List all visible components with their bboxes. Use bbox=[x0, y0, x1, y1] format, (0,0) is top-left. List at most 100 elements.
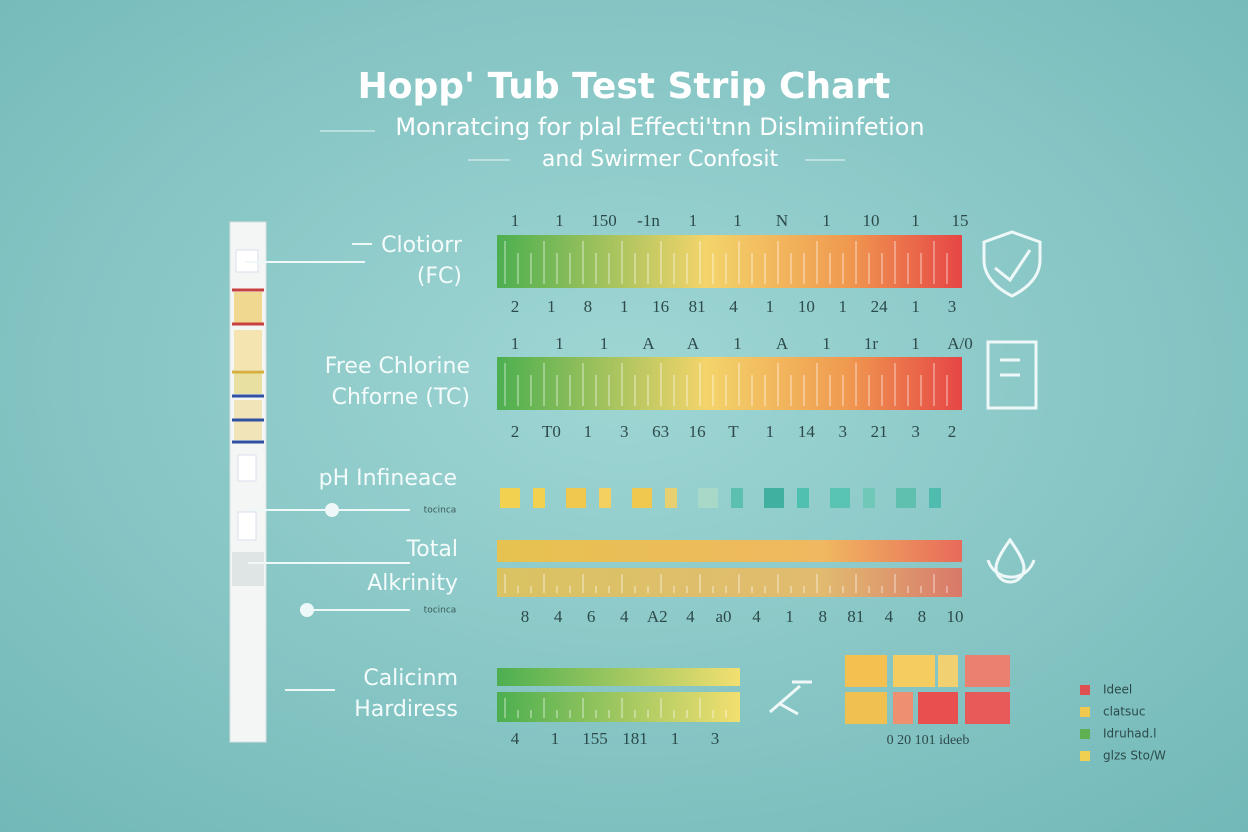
legend-swatch bbox=[1080, 707, 1090, 717]
scale-label: 1 bbox=[689, 211, 698, 230]
row-label: Alkrinity bbox=[367, 571, 458, 596]
icons bbox=[769, 230, 1042, 716]
ph-segment bbox=[566, 488, 586, 508]
scale-label: 6 bbox=[587, 607, 596, 626]
scale-label: 16 bbox=[652, 297, 669, 316]
scale-label: 1r bbox=[864, 334, 879, 353]
scale-label: 1 bbox=[555, 334, 564, 353]
color-squares bbox=[845, 655, 1010, 724]
row-label: pH Infineace bbox=[319, 466, 457, 491]
scale-label: 1 bbox=[911, 334, 920, 353]
row-label: Calicinm bbox=[363, 666, 458, 691]
scale-label: A bbox=[776, 334, 789, 353]
scale-label: 155 bbox=[582, 729, 608, 748]
legend-swatch bbox=[1080, 751, 1090, 761]
ph-segment bbox=[896, 488, 916, 508]
scale-label: 1 bbox=[547, 297, 556, 316]
note: tocinca bbox=[424, 506, 457, 516]
scale-label: 1 bbox=[551, 729, 560, 748]
scale-label: 8 bbox=[521, 607, 530, 626]
scale-label: 16 bbox=[689, 422, 706, 441]
scale-label: 1 bbox=[733, 211, 742, 230]
scale-label: 10 bbox=[863, 211, 880, 230]
note: tocinca bbox=[424, 606, 457, 616]
scale-label: 4 bbox=[729, 297, 738, 316]
scale-label: 8 bbox=[918, 607, 927, 626]
side-scale: 0 20 101 ideeb bbox=[887, 733, 970, 748]
legend-label: Ideel bbox=[1103, 683, 1132, 697]
scale-label: T bbox=[728, 422, 739, 441]
labels: Clotiorr(FC)1 1 150 -1n 1 1 N 1 10 1 152 1 8 1 16 81 4 1 1… bbox=[319, 211, 973, 748]
scale-label: 63 bbox=[652, 422, 669, 441]
scale-label: 1 bbox=[600, 334, 609, 353]
scale-label: 4 bbox=[686, 607, 695, 626]
ph-segment bbox=[599, 488, 611, 508]
scale-label: 1 bbox=[766, 297, 775, 316]
scale-label: 3 bbox=[711, 729, 720, 748]
ph-segment bbox=[764, 488, 784, 508]
ph-segment bbox=[797, 488, 809, 508]
scale-label: 1 bbox=[785, 607, 794, 626]
ph-segment bbox=[500, 488, 520, 508]
scale-label: 14 bbox=[798, 422, 816, 441]
scale-label: 2 bbox=[511, 422, 520, 441]
scale-label: 1 bbox=[671, 729, 680, 748]
scale-label: 4 bbox=[885, 607, 894, 626]
scale-label: 2 bbox=[511, 297, 520, 316]
row-label: Free Chlorine bbox=[325, 354, 470, 379]
subtitle: and Swirmer Confosit bbox=[542, 147, 779, 172]
scale-label: 181 bbox=[622, 729, 648, 748]
scale-label: 4 bbox=[620, 607, 629, 626]
scale-label: -1n bbox=[637, 211, 660, 230]
title: Hopp' Tub Test Strip Chart bbox=[358, 66, 891, 107]
ph-segment bbox=[632, 488, 652, 508]
legend: Ideel clatsuc Idruhad.l glzs Sto/W bbox=[1080, 683, 1166, 763]
scale-label: 21 bbox=[871, 422, 888, 441]
row-label: Clotiorr bbox=[381, 233, 463, 258]
scale-label: 8 bbox=[584, 297, 593, 316]
test-strip bbox=[229, 221, 267, 743]
row-label: (FC) bbox=[417, 264, 462, 289]
scale-label: T0 bbox=[542, 422, 561, 441]
ph-segment bbox=[665, 488, 677, 508]
subtitle: Monratcing for plal Effecti'tnn Dislmiin… bbox=[395, 113, 924, 141]
scale-label: 1 bbox=[822, 211, 831, 230]
scale-label: 3 bbox=[620, 422, 629, 441]
scale-label: 1 bbox=[822, 334, 831, 353]
scale-label: N bbox=[776, 211, 788, 230]
scale-label: A bbox=[642, 334, 655, 353]
ph-segment bbox=[698, 488, 718, 508]
legend-swatch bbox=[1080, 685, 1090, 695]
scale-label: 1 bbox=[733, 334, 742, 353]
row-label: Total bbox=[406, 537, 458, 562]
ph-segment bbox=[929, 488, 941, 508]
ph-segment bbox=[533, 488, 545, 508]
scale-label: A/0 bbox=[947, 334, 973, 353]
scale-label: 1 bbox=[511, 211, 520, 230]
scale-label: 1 bbox=[911, 297, 920, 316]
scale-label: A2 bbox=[647, 607, 668, 626]
scale-label: 8 bbox=[818, 607, 827, 626]
scale-label: 4 bbox=[554, 607, 563, 626]
legend-label: glzs Sto/W bbox=[1103, 749, 1166, 763]
scale-label: 1 bbox=[766, 422, 775, 441]
scale-label: 81 bbox=[847, 607, 864, 626]
legend-swatch bbox=[1080, 729, 1090, 739]
scale-label: 3 bbox=[839, 422, 848, 441]
scale-label: 1 bbox=[584, 422, 593, 441]
legend-label: clatsuc bbox=[1103, 705, 1145, 719]
ph-segment bbox=[863, 488, 875, 508]
scale-label: 15 bbox=[952, 211, 969, 230]
connectors bbox=[245, 243, 410, 691]
ph-segment bbox=[830, 488, 850, 508]
scale-label: 3 bbox=[948, 297, 957, 316]
color-scales bbox=[497, 235, 962, 722]
scale-label: 3 bbox=[911, 422, 920, 441]
scale-label: 2 bbox=[948, 422, 957, 441]
scale-label: 81 bbox=[689, 297, 706, 316]
row-label: Hardiress bbox=[354, 697, 458, 722]
scale-label: 10 bbox=[798, 297, 815, 316]
legend-label: Idruhad.l bbox=[1103, 727, 1156, 741]
scale-label: 4 bbox=[752, 607, 761, 626]
